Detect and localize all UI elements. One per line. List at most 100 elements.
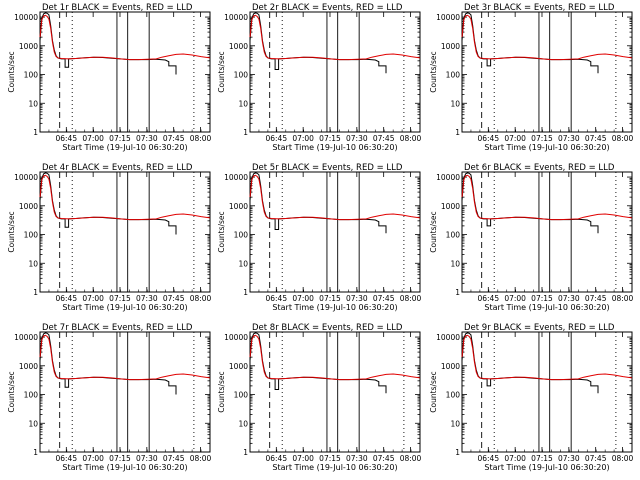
x-tick-label: 06:45 <box>477 134 499 143</box>
y-tick-label: 10000 <box>436 173 460 182</box>
lld-series-line <box>39 14 211 61</box>
plot-frame <box>39 331 211 453</box>
x-tick-label: 08:00 <box>190 294 212 303</box>
x-tick-label: 07:15 <box>531 294 553 303</box>
y-axis-label: Counts/sec <box>217 211 226 252</box>
lld-series-line <box>249 334 421 381</box>
x-tick-label: 07:15 <box>319 454 341 463</box>
y-tick-label: 1 <box>455 448 460 457</box>
y-tick-label: 100 <box>234 231 249 240</box>
x-tick-label: 06:45 <box>477 454 499 463</box>
x-tick-label: 07:45 <box>373 294 395 303</box>
x-tick-label: 07:30 <box>136 454 158 463</box>
detector-panel: Det 7r BLACK = Events, RED = LLD 1 10 100 10… <box>7 323 212 472</box>
y-tick-label: 10000 <box>436 13 460 22</box>
detector-panel: Det 6r BLACK = Events, RED = LLD 1 10 100 10… <box>429 163 634 312</box>
y-tick-label: 1000 <box>441 362 460 371</box>
x-axis-label: Start Time (19-Jul-10 06:30:20) <box>484 143 609 152</box>
x-tick-label: 07:00 <box>82 134 104 143</box>
x-axis-label: Start Time (19-Jul-10 06:30:20) <box>272 463 397 472</box>
y-tick-label: 100 <box>24 231 39 240</box>
detector-panel: Det 4r BLACK = Events, RED = LLD 1 10 100 10… <box>7 163 212 312</box>
x-tick-label: 07:00 <box>82 454 104 463</box>
x-tick-label: 07:00 <box>504 134 526 143</box>
events-series-line <box>39 12 177 75</box>
x-tick-label: 07:45 <box>585 454 607 463</box>
events-series-line <box>461 332 599 394</box>
events-series-line <box>461 12 599 74</box>
lld-series-line <box>461 14 633 61</box>
x-tick-label: 07:00 <box>82 294 104 303</box>
plot-frame <box>461 11 633 133</box>
x-tick-label: 06:45 <box>55 454 77 463</box>
plot-frame <box>461 331 633 453</box>
x-tick-label: 06:45 <box>55 294 77 303</box>
y-axis-label: Counts/sec <box>7 371 16 412</box>
x-tick-label: 06:45 <box>265 134 287 143</box>
detector-panel: Det 9r BLACK = Events, RED = LLD 1 10 100 10… <box>429 323 634 472</box>
x-tick-label: 07:00 <box>292 454 314 463</box>
y-tick-label: 10 <box>450 259 460 268</box>
plot-frame <box>249 171 421 293</box>
y-tick-label: 100 <box>446 71 461 80</box>
y-tick-label: 100 <box>234 391 249 400</box>
x-tick-label: 08:00 <box>400 134 422 143</box>
x-tick-label: 07:45 <box>163 294 185 303</box>
events-series-line <box>39 332 177 395</box>
x-tick-label: 07:45 <box>373 454 395 463</box>
x-tick-label: 07:45 <box>373 134 395 143</box>
y-axis-label: Counts/sec <box>7 211 16 252</box>
y-tick-label: 10000 <box>224 333 248 342</box>
lld-series-line <box>39 174 211 221</box>
plot-frame <box>249 11 421 133</box>
x-tick-label: 07:30 <box>346 454 368 463</box>
y-tick-label: 1000 <box>229 42 248 51</box>
x-tick-label: 08:00 <box>190 454 212 463</box>
x-tick-label: 06:45 <box>55 134 77 143</box>
x-tick-label: 07:45 <box>585 294 607 303</box>
x-tick-label: 07:30 <box>346 134 368 143</box>
y-tick-label: 100 <box>234 71 249 80</box>
y-tick-label: 1000 <box>229 362 248 371</box>
x-tick-label: 08:00 <box>190 134 212 143</box>
lld-series-line <box>461 174 633 221</box>
events-series-line <box>249 172 387 234</box>
x-axis-label: Start Time (19-Jul-10 06:30:20) <box>272 303 397 312</box>
detector-panel: Det 5r BLACK = Events, RED = LLD 1 10 100 10… <box>217 163 422 312</box>
x-tick-label: 06:45 <box>265 294 287 303</box>
panel-title: Det 9r BLACK = Events, RED = LLD <box>464 323 615 333</box>
x-tick-label: 07:30 <box>558 454 580 463</box>
y-tick-label: 10000 <box>14 13 38 22</box>
x-tick-label: 07:00 <box>292 134 314 143</box>
detector-panel: Det 3r BLACK = Events, RED = LLD 1 10 100 10… <box>429 3 634 152</box>
y-axis-label: Counts/sec <box>429 51 438 92</box>
y-tick-label: 100 <box>446 231 461 240</box>
x-tick-label: 07:45 <box>585 134 607 143</box>
x-axis-label: Start Time (19-Jul-10 06:30:20) <box>272 143 397 152</box>
x-tick-label: 07:30 <box>136 134 158 143</box>
plot-frame <box>39 11 211 133</box>
x-tick-label: 07:00 <box>504 454 526 463</box>
x-axis-label: Start Time (19-Jul-10 06:30:20) <box>62 303 187 312</box>
panel-title: Det 6r BLACK = Events, RED = LLD <box>464 163 615 173</box>
y-tick-label: 1 <box>455 288 460 297</box>
y-axis-label: Counts/sec <box>7 51 16 92</box>
y-tick-label: 10000 <box>224 13 248 22</box>
panel-title: Det 1r BLACK = Events, RED = LLD <box>42 3 193 13</box>
x-axis-label: Start Time (19-Jul-10 06:30:20) <box>484 463 609 472</box>
x-tick-label: 08:00 <box>612 454 634 463</box>
x-tick-label: 07:15 <box>109 454 131 463</box>
y-tick-label: 1 <box>243 448 248 457</box>
panel-title: Det 4r BLACK = Events, RED = LLD <box>42 163 193 173</box>
x-tick-label: 07:15 <box>109 134 131 143</box>
panel-title: Det 7r BLACK = Events, RED = LLD <box>42 323 193 333</box>
events-series-line <box>249 12 387 74</box>
panel-title: Det 3r BLACK = Events, RED = LLD <box>464 3 615 13</box>
detector-panel: Det 2r BLACK = Events, RED = LLD 1 10 100 10… <box>217 3 422 152</box>
x-tick-label: 08:00 <box>612 294 634 303</box>
x-tick-label: 07:45 <box>163 454 185 463</box>
y-axis-label: Counts/sec <box>429 371 438 412</box>
x-tick-label: 07:15 <box>319 134 341 143</box>
events-series-line <box>461 172 599 234</box>
